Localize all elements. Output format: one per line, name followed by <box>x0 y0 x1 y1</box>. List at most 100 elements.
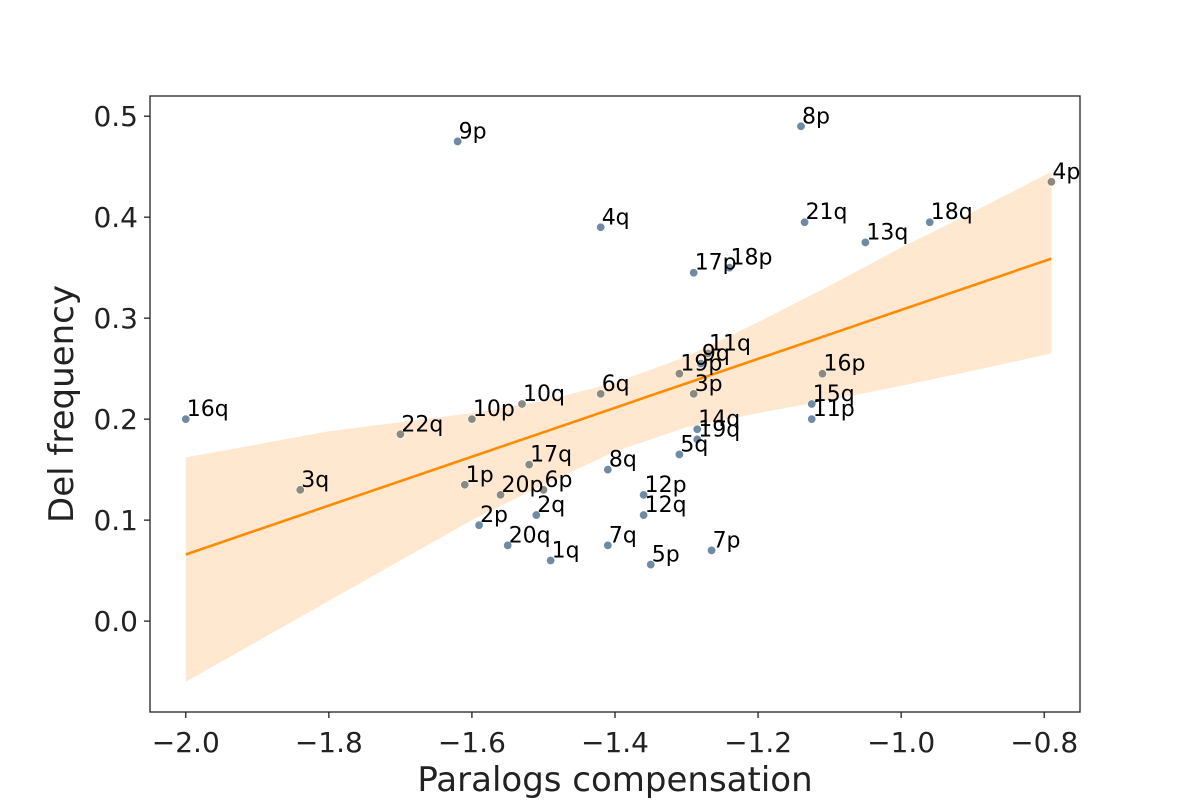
data-point <box>517 399 527 409</box>
data-point <box>295 485 305 495</box>
data-point <box>603 465 613 475</box>
data-label: 11p <box>813 397 855 422</box>
data-point <box>453 136 463 146</box>
data-label: 5p <box>652 543 680 568</box>
data-point <box>524 460 534 470</box>
data-point <box>474 520 484 530</box>
data-point <box>646 560 656 570</box>
data-point <box>707 545 717 555</box>
data-point <box>703 349 713 359</box>
data-point <box>181 414 191 424</box>
data-point <box>807 399 817 409</box>
data-label: 4p <box>1052 160 1080 185</box>
data-points-layer <box>181 121 1056 570</box>
data-label: 3p <box>695 372 723 397</box>
data-label: 19q <box>698 417 740 442</box>
data-label: 8p <box>802 104 830 129</box>
data-label: 11q <box>709 332 751 357</box>
x-tick-label: −1.8 <box>295 726 363 759</box>
data-label: 13q <box>866 220 908 245</box>
data-label: 17q <box>530 443 572 468</box>
data-label: 10p <box>473 397 515 422</box>
data-label: 10q <box>523 382 565 407</box>
data-label: 18p <box>730 246 772 271</box>
data-label: 1q <box>552 539 580 564</box>
x-tick-label: −0.8 <box>1010 726 1078 759</box>
regression-line <box>185 257 1052 556</box>
data-label: 2p <box>480 503 508 528</box>
x-tick-label: −1.4 <box>581 726 649 759</box>
data-point <box>925 217 935 227</box>
data-label: 20p <box>502 473 544 498</box>
data-label: 15q <box>813 382 855 407</box>
data-label: 6p <box>544 468 572 493</box>
x-axis-ticks: −2.0 −1.8 −1.6 −1.4 −1.2 −1.0 −0.8 <box>152 712 1078 759</box>
data-point <box>689 389 699 399</box>
x-tick-label: −1.2 <box>724 726 792 759</box>
data-point <box>395 429 405 439</box>
data-label: 8q <box>609 448 637 473</box>
data-point <box>460 480 470 490</box>
data-label: 4q <box>602 205 630 230</box>
y-tick-label: 0.2 <box>93 403 138 436</box>
data-label: 2q <box>537 493 565 518</box>
x-tick-label: −1.6 <box>438 726 506 759</box>
data-point <box>796 121 806 131</box>
data-point <box>496 490 506 500</box>
data-label: 14q <box>698 407 740 432</box>
data-point <box>696 359 706 369</box>
data-point <box>674 449 684 459</box>
data-point <box>639 490 649 500</box>
y-tick-label: 0.1 <box>93 504 138 537</box>
data-point <box>689 268 699 278</box>
data-label: 19p <box>680 352 722 377</box>
data-label: 9p <box>459 119 487 144</box>
confidence-band-layer <box>185 171 1052 682</box>
y-tick-label: 0.4 <box>93 201 138 234</box>
data-label: 7q <box>609 523 637 548</box>
data-point <box>596 389 606 399</box>
data-point <box>817 369 827 379</box>
data-point <box>503 540 513 550</box>
x-axis-title: Paralogs compensation <box>417 760 812 800</box>
confidence-band <box>185 171 1052 682</box>
data-label: 20q <box>509 523 551 548</box>
data-label: 21q <box>806 200 848 225</box>
data-point <box>807 414 817 424</box>
data-label: 18q <box>931 200 973 225</box>
data-label: 6q <box>602 372 630 397</box>
data-label: 5q <box>680 432 708 457</box>
data-point <box>674 369 684 379</box>
data-label: 12q <box>645 493 687 518</box>
y-axis-title: Del frequency <box>42 285 82 523</box>
data-point <box>692 434 702 444</box>
data-label: 12p <box>645 473 687 498</box>
data-label: 3q <box>301 468 329 493</box>
x-tick-label: −2.0 <box>152 726 220 759</box>
data-point <box>639 510 649 520</box>
data-point <box>1046 177 1056 187</box>
x-tick-label: −1.0 <box>867 726 935 759</box>
data-label: 7p <box>713 528 741 553</box>
data-point <box>531 510 541 520</box>
y-tick-label: 0.0 <box>93 605 138 638</box>
data-point <box>596 222 606 232</box>
data-point <box>724 263 734 273</box>
data-point <box>546 556 556 566</box>
y-tick-label: 0.3 <box>93 302 138 335</box>
data-label: 1p <box>466 463 494 488</box>
data-point <box>538 485 548 495</box>
data-label: 17p <box>695 251 737 276</box>
data-point <box>692 424 702 434</box>
data-point <box>800 217 810 227</box>
data-label: 9q <box>702 342 730 367</box>
y-tick-label: 0.5 <box>93 100 138 133</box>
data-point <box>467 414 477 424</box>
regression-line-layer <box>185 257 1052 556</box>
data-point <box>603 540 613 550</box>
y-axis-ticks: 0.0 0.1 0.2 0.3 0.4 0.5 <box>93 100 150 638</box>
data-label: 22q <box>401 412 443 437</box>
data-label: 16q <box>187 397 229 422</box>
